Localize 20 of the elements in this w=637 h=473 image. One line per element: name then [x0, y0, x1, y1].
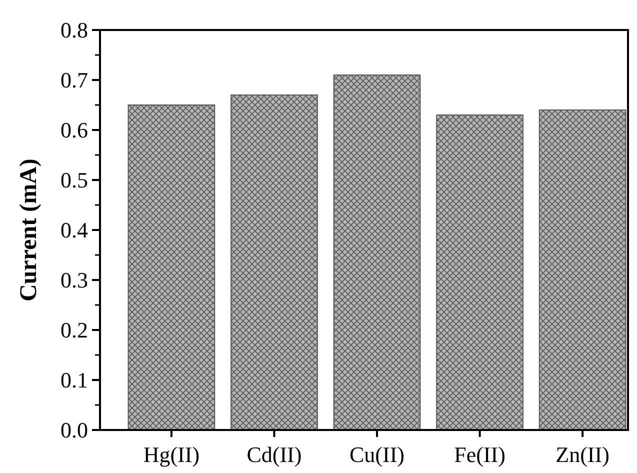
bar — [538, 110, 626, 430]
x-tick-label: Cu(II) — [350, 442, 404, 467]
bar — [333, 74, 421, 430]
y-axis-title: Current (mA) — [16, 158, 42, 302]
bar — [436, 114, 524, 430]
bar — [230, 94, 318, 430]
x-tick-label: Cd(II) — [246, 442, 302, 467]
y-tick-label: 0.1 — [60, 368, 88, 393]
y-tick-label: 0.7 — [60, 68, 88, 93]
y-tick-label: 0.3 — [60, 268, 88, 293]
y-tick-label: 0.5 — [60, 168, 88, 193]
y-tick-label: 0.8 — [60, 18, 88, 43]
y-tick-label: 0.2 — [60, 318, 88, 343]
x-tick-label: Zn(II) — [556, 442, 610, 467]
bar — [128, 104, 216, 430]
y-tick-label: 0.4 — [60, 218, 88, 243]
x-tick-label: Hg(II) — [143, 442, 200, 467]
y-tick-label: 0.0 — [60, 418, 88, 443]
x-tick-label: Fe(II) — [454, 442, 506, 467]
y-tick-label: 0.6 — [60, 118, 88, 143]
